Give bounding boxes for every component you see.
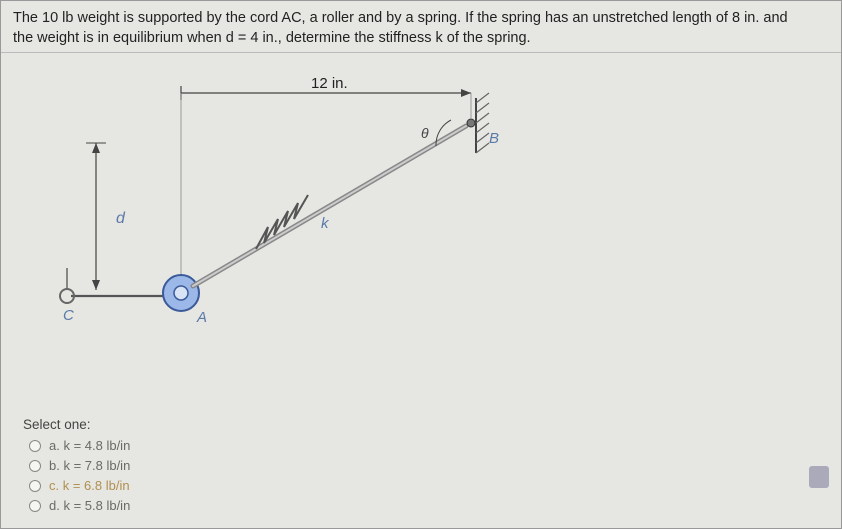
var-k-label: k — [321, 215, 330, 232]
radio-icon — [29, 460, 41, 472]
answer-area: Select one: a. k = 4.8 lb/in b. k = 7.8 … — [23, 417, 130, 518]
select-one-label: Select one: — [23, 417, 130, 432]
var-theta-label: θ — [421, 125, 429, 141]
question-text: The 10 lb weight is supported by the cor… — [1, 1, 841, 53]
option-b[interactable]: b. k = 7.8 lb/in — [29, 458, 130, 473]
radio-icon — [29, 500, 41, 512]
option-d[interactable]: d. k = 5.8 lb/in — [29, 498, 130, 513]
option-a-text: a. k = 4.8 lb/in — [49, 438, 130, 453]
radio-icon — [29, 440, 41, 452]
option-a[interactable]: a. k = 4.8 lb/in — [29, 438, 130, 453]
point-C-label: C — [63, 307, 74, 324]
figure-area: 12 in. d C A k — [1, 53, 841, 373]
option-b-text: b. k = 7.8 lb/in — [49, 458, 130, 473]
dim-12in-label: 12 in. — [311, 75, 348, 92]
radio-icon — [29, 480, 41, 492]
option-c-text: c. k = 6.8 lb/in — [49, 478, 130, 493]
question-line2: the weight is in equilibrium when d = 4 … — [13, 30, 531, 46]
option-c[interactable]: c. k = 6.8 lb/in — [29, 478, 130, 493]
var-d-label: d — [116, 210, 126, 227]
question-line1: The 10 lb weight is supported by the cor… — [13, 10, 788, 26]
option-d-text: d. k = 5.8 lb/in — [49, 498, 130, 513]
point-B-label: B — [489, 130, 499, 147]
flag-badge-icon[interactable] — [809, 466, 829, 488]
quiz-container: The 10 lb weight is supported by the cor… — [0, 0, 842, 529]
point-A-label: A — [196, 309, 207, 326]
diagram-svg: 12 in. d C A k — [41, 58, 561, 368]
